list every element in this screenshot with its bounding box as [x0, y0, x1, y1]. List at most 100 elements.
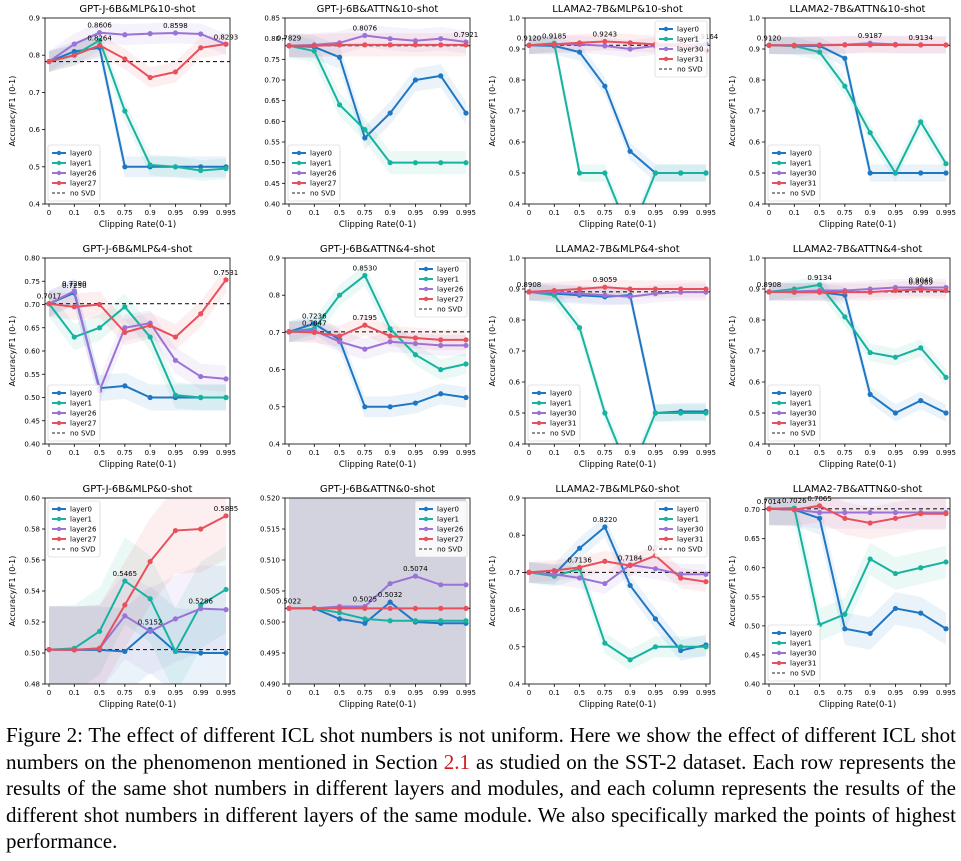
- data-point: [892, 605, 899, 612]
- data-point: [387, 42, 393, 48]
- data-point: [172, 30, 179, 36]
- legend: layer0 layer1 layer30 layer31 no SVD: [767, 384, 821, 442]
- x-tick-label: 0.5: [94, 689, 105, 697]
- series-line: [288, 324, 466, 341]
- y-tick-label: 0.7: [509, 569, 520, 577]
- data-point: [918, 511, 924, 517]
- data-point: [198, 394, 204, 401]
- y-tick-label: 0.75: [264, 56, 280, 64]
- legend-label: layer30: [550, 410, 576, 418]
- data-point: [172, 357, 179, 363]
- legend-label: layer0: [437, 506, 459, 514]
- data-point: [198, 602, 204, 608]
- y-tick-label: 0.510: [260, 557, 280, 565]
- value-annotation: 0.8293: [214, 33, 239, 41]
- legend-marker: [423, 286, 429, 292]
- legend-marker: [536, 420, 542, 426]
- legend-marker: [776, 160, 782, 166]
- plot-frame: [44, 17, 231, 205]
- x-tick-label: 0.99: [433, 209, 449, 217]
- y-tick-label: 1.0: [749, 255, 760, 263]
- x-tick-label: 0.1: [789, 449, 800, 457]
- data-point: [943, 511, 949, 517]
- y-tick-label: 1.0: [509, 15, 520, 23]
- data-point: [576, 49, 583, 55]
- data-point: [438, 36, 444, 42]
- chart-title: GPT-J-6B&MLP&4-shot: [83, 244, 193, 255]
- data-point: [576, 291, 583, 297]
- y-tick-label: 0.5: [29, 163, 40, 171]
- data-point: [122, 56, 128, 62]
- data-point: [892, 170, 899, 176]
- plot-area: [285, 265, 470, 418]
- legend-marker: [663, 26, 669, 32]
- data-point: [918, 42, 924, 48]
- data-point: [463, 160, 469, 166]
- data-point: [867, 170, 873, 176]
- legend-marker: [296, 170, 302, 176]
- data-point: [943, 559, 949, 565]
- x-tick-label: 0.95: [408, 209, 424, 217]
- confidence-band: [49, 37, 226, 178]
- y-tick-label: 0.5: [509, 410, 520, 418]
- series-line: [48, 31, 227, 63]
- chart-panel: 0.40 0.45 0.50 0.55 0.60 0.65 0.70 0 0.1 0.5 0.75 0…: [728, 484, 956, 710]
- data-point: [387, 580, 393, 587]
- legend: layer0 layer1 layer30 layer31 no SVD: [767, 624, 821, 682]
- y-tick-label: 0.7: [749, 108, 760, 116]
- data-point: [362, 620, 368, 626]
- data-point: [198, 31, 204, 37]
- legend-label: layer0: [310, 150, 332, 158]
- data-point: [791, 289, 797, 295]
- legend-label: layer0: [790, 390, 812, 398]
- chart-panel: 0.4 0.5 0.6 0.7 0.8 0.9 0 0.1 0.5 0.75 0.9 0.95 0.99…: [488, 484, 716, 710]
- legend-label: layer1: [550, 400, 572, 408]
- y-tick-label: 0.60: [744, 564, 760, 572]
- data-point: [463, 618, 469, 624]
- confidence-band: [529, 283, 706, 444]
- y-tick-label: 0.6: [749, 139, 761, 147]
- chart-title: LLAMA2-7B&ATTN&0-shot: [793, 484, 923, 495]
- legend-label: layer0: [677, 26, 699, 34]
- legend-label: layer26: [310, 170, 337, 178]
- y-tick-label: 0.4: [749, 201, 761, 209]
- y-tick-label: 0.9: [509, 495, 520, 503]
- data-point: [816, 509, 823, 516]
- data-point: [96, 30, 103, 36]
- legend-marker: [423, 296, 429, 302]
- legend-label: layer1: [790, 160, 812, 168]
- data-point: [311, 329, 317, 335]
- legend: layer0 layer1 layer30 layer31 no SVD: [654, 500, 708, 558]
- legend-label: layer1: [790, 640, 812, 648]
- data-point: [172, 527, 179, 534]
- data-point: [918, 286, 924, 292]
- data-point: [918, 610, 924, 616]
- data-point: [892, 354, 899, 360]
- data-point: [147, 74, 153, 81]
- plot-frame: [764, 497, 951, 685]
- data-point: [438, 605, 444, 611]
- data-point: [387, 404, 393, 410]
- legend-label: layer1: [70, 516, 92, 524]
- legend-marker: [663, 526, 669, 532]
- data-point: [867, 289, 873, 295]
- data-point: [867, 509, 873, 516]
- x-tick-label: 0.95: [888, 449, 904, 457]
- y-tick-label: 0.80: [264, 35, 280, 43]
- data-point: [867, 42, 873, 48]
- value-annotation: 0.9134: [908, 34, 933, 42]
- x-tick-label: 0.99: [673, 449, 689, 457]
- confidence-band: [289, 34, 466, 150]
- x-axis-label: Clipping Rate(0-1): [99, 700, 176, 710]
- data-point: [223, 41, 229, 47]
- x-tick-label: 0.1: [69, 209, 80, 217]
- y-tick-label: 0.50: [744, 622, 760, 630]
- data-point: [362, 135, 368, 141]
- series-line: [528, 290, 706, 298]
- data-point: [652, 170, 659, 176]
- confidence-band: [529, 36, 706, 182]
- y-tick-label: 1.0: [749, 15, 760, 23]
- data-point: [652, 566, 659, 572]
- data-point: [627, 657, 633, 663]
- section-link[interactable]: 2.1: [443, 749, 470, 774]
